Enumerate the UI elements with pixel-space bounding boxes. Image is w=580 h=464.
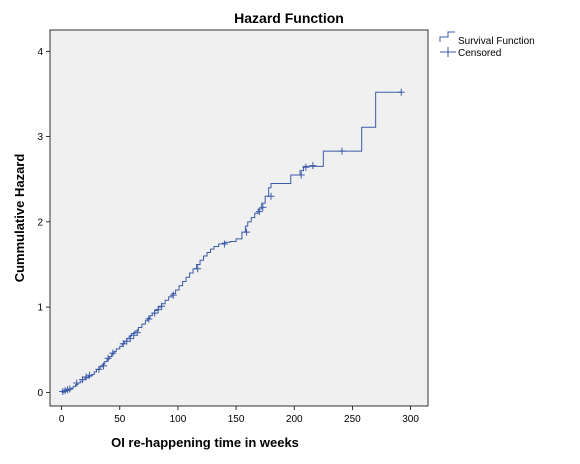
y-axis-label: Cummulative Hazard <box>12 154 27 283</box>
y-tick-label: 3 <box>37 132 43 143</box>
legend-survival-function-swatch <box>439 31 455 42</box>
legend: Survival Function Censored <box>439 31 535 59</box>
censored-marker <box>100 362 108 370</box>
censored-marker <box>109 349 117 357</box>
censored-marker <box>158 302 166 310</box>
censored-marker <box>220 240 228 248</box>
x-tick-label: 250 <box>344 414 361 425</box>
censored-marker <box>397 88 405 96</box>
censored-marker <box>82 373 90 381</box>
x-tick-label: 200 <box>286 414 303 425</box>
censored-marker <box>95 365 103 373</box>
censored-marker <box>309 162 317 170</box>
x-tick-label: 100 <box>170 414 187 425</box>
survival-function-line <box>61 91 402 393</box>
censored-marker <box>145 315 153 323</box>
censored-marker <box>243 228 251 236</box>
legend-survival-function-label: Survival Function <box>458 36 535 47</box>
censored-markers <box>59 88 405 396</box>
legend-censored-label: Censored <box>458 48 501 59</box>
censored-marker <box>66 385 74 393</box>
censored-marker <box>154 306 162 314</box>
censored-marker <box>338 147 346 155</box>
chart-title: Hazard Function <box>234 10 344 26</box>
y-axis-ticks: 0 1 2 3 4 <box>37 47 50 399</box>
censored-marker <box>267 192 275 200</box>
censored-marker <box>194 265 202 273</box>
censored-marker <box>255 208 263 216</box>
x-tick-label: 50 <box>114 414 126 425</box>
plot-area <box>49 29 429 407</box>
censored-marker <box>302 163 310 171</box>
censored-marker <box>133 329 141 337</box>
x-axis-ticks: 0 50 100 150 200 250 300 <box>59 406 419 425</box>
censored-marker <box>86 371 94 379</box>
censored-marker <box>151 309 159 317</box>
censored-marker <box>297 171 305 179</box>
x-tick-label: 300 <box>402 414 419 425</box>
censored-marker <box>104 354 112 362</box>
series-layer <box>61 91 402 393</box>
x-axis-label: OI re-happening time in weeks <box>111 435 299 450</box>
y-tick-label: 4 <box>37 47 43 58</box>
x-tick-label: 0 <box>59 414 65 425</box>
x-tick-label: 150 <box>228 414 245 425</box>
censored-marker <box>259 203 267 211</box>
censored-marker <box>126 335 134 343</box>
y-tick-label: 2 <box>37 217 43 228</box>
censored-marker <box>169 291 177 299</box>
y-tick-label: 0 <box>37 388 43 399</box>
y-tick-label: 1 <box>37 303 43 314</box>
censored-marker <box>73 379 81 387</box>
